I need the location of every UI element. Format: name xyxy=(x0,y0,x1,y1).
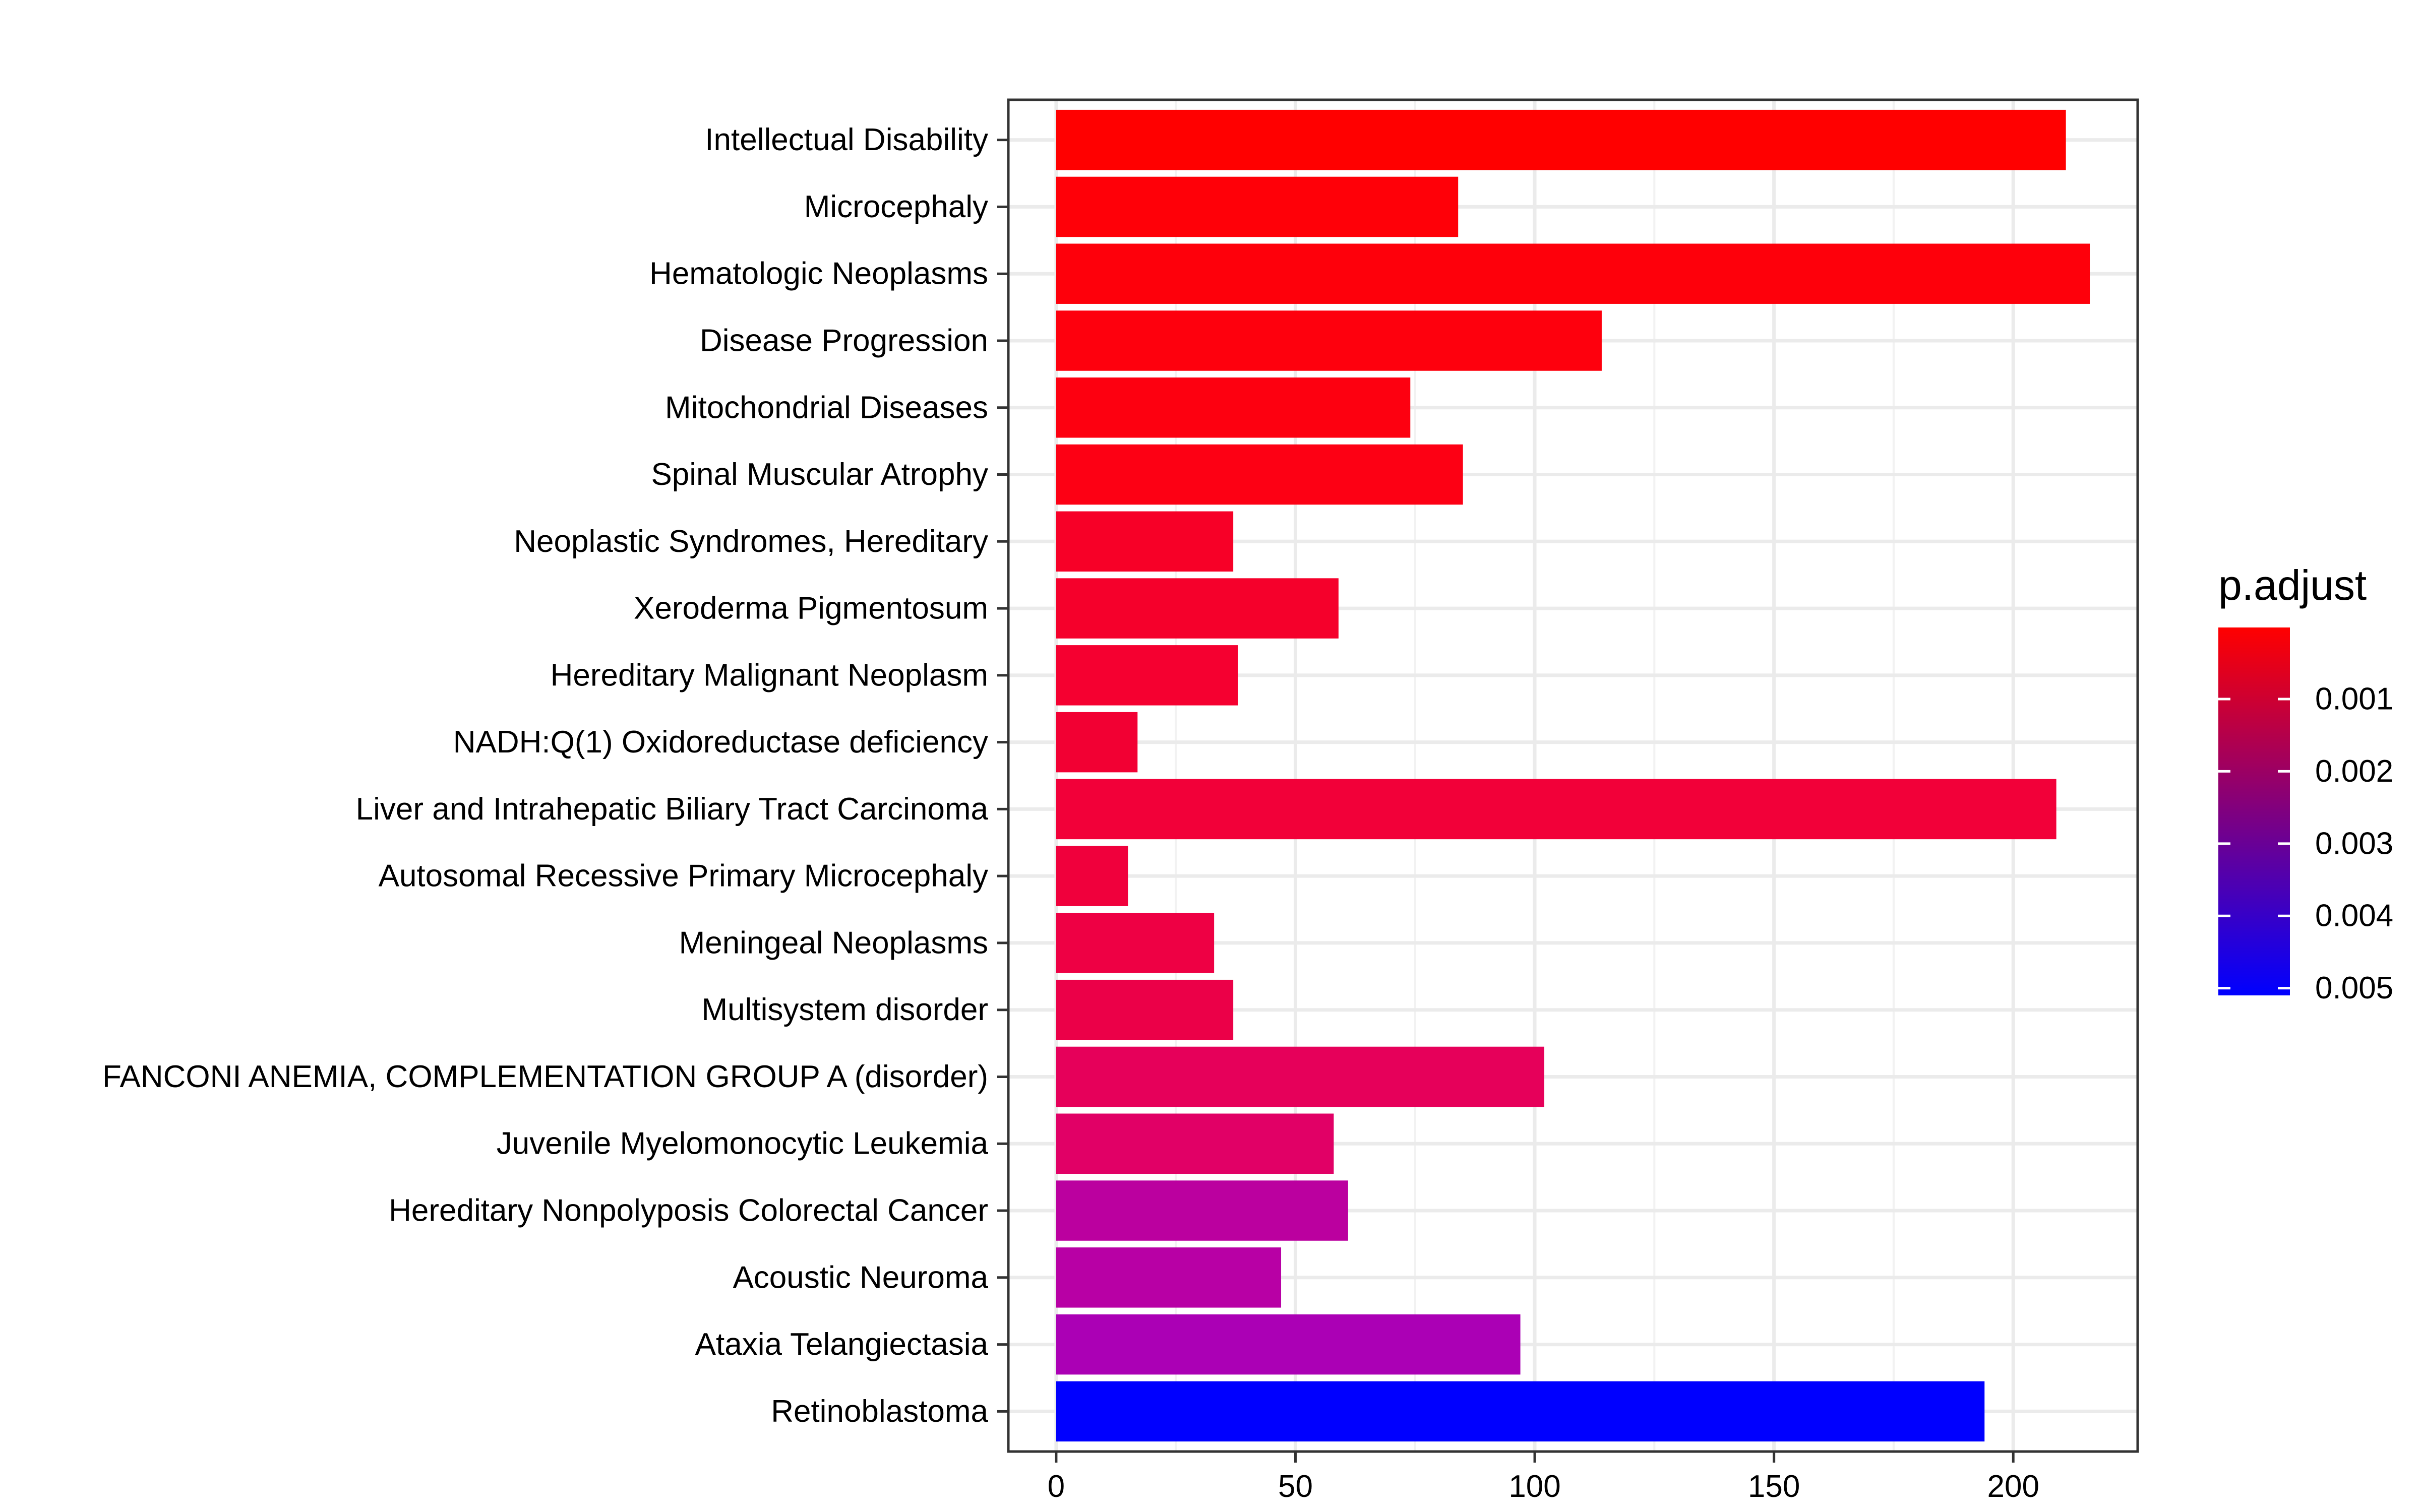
legend-ticks: 0.001 0.002 0.003 0.004 0.005 xyxy=(2218,681,2393,1005)
y-tick-label: Hereditary Malignant Neoplasm xyxy=(551,658,988,692)
bar xyxy=(1056,779,2056,840)
x-tick-label: 50 xyxy=(1278,1469,1313,1504)
y-tick-label: Hereditary Nonpolyposis Colorectal Cance… xyxy=(389,1193,988,1228)
bar xyxy=(1056,1381,1985,1442)
bar xyxy=(1056,979,1234,1040)
x-tick-label: 150 xyxy=(1748,1469,1800,1504)
bar xyxy=(1056,1314,1521,1375)
legend-title: p.adjust xyxy=(2218,561,2367,609)
y-tick-label: Multisystem disorder xyxy=(702,992,988,1027)
y-tick-label: Retinoblastoma xyxy=(771,1394,988,1429)
y-tick-label: Meningeal Neoplasms xyxy=(679,925,988,960)
y-tick-label: Xeroderma Pigmentosum xyxy=(634,591,988,626)
bar xyxy=(1056,1046,1545,1107)
y-tick-label: Microcephaly xyxy=(804,190,988,224)
x-tick-label: 200 xyxy=(1987,1469,2039,1504)
y-tick-label: FANCONI ANEMIA, COMPLEMENTATION GROUP A … xyxy=(102,1059,988,1094)
legend-colorbar xyxy=(2218,627,2290,995)
y-tick-label: Liver and Intrahepatic Biliary Tract Car… xyxy=(356,792,989,827)
y-tick-label: Ataxia Telangiectasia xyxy=(695,1327,989,1362)
legend-label: 0.002 xyxy=(2315,754,2393,789)
y-axis: Intellectual Disability Microcephaly Hemat… xyxy=(102,122,1008,1429)
bar xyxy=(1056,1247,1282,1308)
y-tick-label: Disease Progression xyxy=(700,323,988,358)
bar xyxy=(1056,310,1602,371)
bar xyxy=(1056,846,1128,906)
bar xyxy=(1056,1180,1348,1241)
bar xyxy=(1056,176,1459,237)
y-tick-label: NADH:Q(1) Oxidoreductase deficiency xyxy=(453,725,988,760)
bar xyxy=(1056,377,1411,438)
x-axis: 0 50 100 150 200 xyxy=(1048,1452,2039,1504)
y-tick-label: Spinal Muscular Atrophy xyxy=(651,457,988,492)
bar xyxy=(1056,578,1339,639)
bar xyxy=(1056,444,1463,505)
plot-panel-border xyxy=(1007,98,2139,1453)
bar xyxy=(1056,243,2090,304)
y-tick-label: Mitochondrial Diseases xyxy=(665,390,988,425)
y-tick-label: Intellectual Disability xyxy=(705,122,988,157)
legend-label: 0.001 xyxy=(2315,681,2393,716)
x-tick-label: 0 xyxy=(1048,1469,1065,1504)
bar xyxy=(1056,511,1234,572)
legend-label: 0.004 xyxy=(2315,899,2393,933)
bar xyxy=(1056,712,1138,773)
bar xyxy=(1056,109,2066,170)
bars xyxy=(1056,109,2090,1442)
bar xyxy=(1056,913,1215,973)
y-tick-label: Acoustic Neuroma xyxy=(733,1260,988,1295)
legend: p.adjust 0.001 0.002 0.003 0.004 0.005 xyxy=(2218,561,2393,1005)
bar xyxy=(1056,645,1238,706)
legend-label: 0.003 xyxy=(2315,826,2393,861)
legend-label: 0.005 xyxy=(2315,971,2393,1005)
y-tick-label: Neoplastic Syndromes, Hereditary xyxy=(514,524,988,559)
y-tick-label: Juvenile Myelomonocytic Leukemia xyxy=(497,1126,989,1161)
y-tick-label: Autosomal Recessive Primary Microcephaly xyxy=(379,859,988,894)
bar xyxy=(1056,1113,1334,1174)
y-tick-label: Hematologic Neoplasms xyxy=(649,257,988,291)
x-tick-label: 100 xyxy=(1508,1469,1560,1504)
